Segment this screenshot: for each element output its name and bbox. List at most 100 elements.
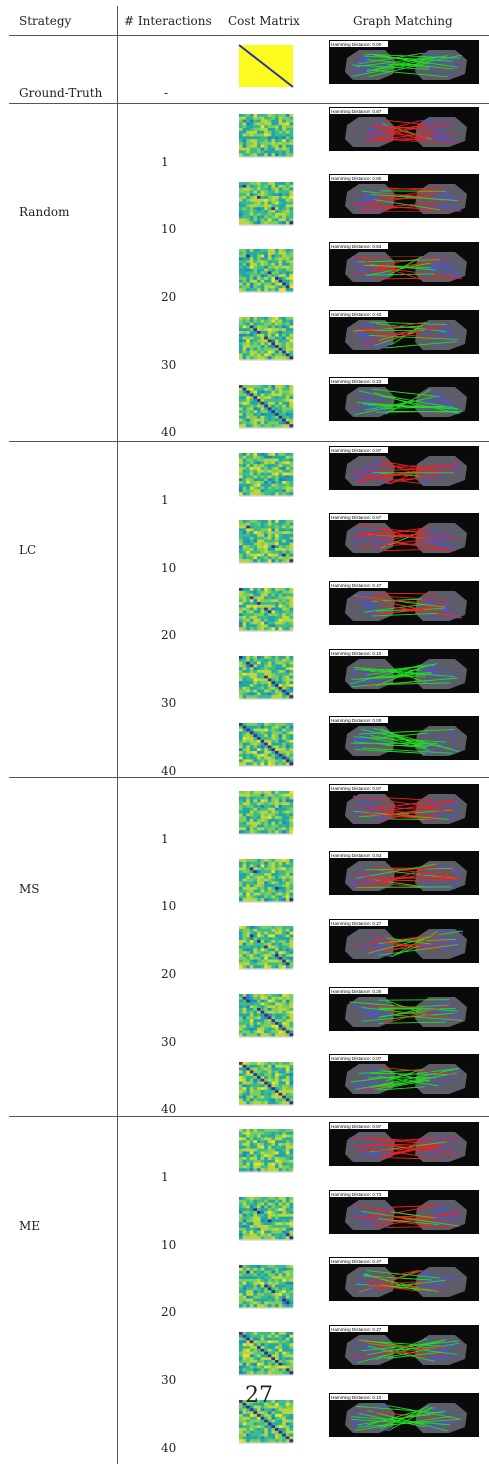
- hamming-distance-label: Hamming Distance: 0.20: [331, 989, 382, 994]
- header-cost-matrix: Cost Matrix: [228, 14, 300, 28]
- section-rule: [9, 777, 489, 778]
- graph-matching-image: Hamming Distance: 0.87: [329, 784, 479, 828]
- interactions-value: 10: [161, 899, 177, 913]
- hamming-distance-label: Hamming Distance: 0.87: [331, 786, 382, 791]
- cost-matrix-image: [236, 925, 294, 971]
- graph-matching-image: Hamming Distance: 0.73: [329, 1190, 479, 1234]
- graph-matching-image: Hamming Distance: 0.00: [329, 716, 479, 760]
- header-interactions: # Interactions: [124, 14, 212, 28]
- column-divider: [117, 6, 118, 1464]
- graph-matching-image: Hamming Distance: 0.67: [329, 513, 479, 557]
- interactions-value: 40: [161, 425, 177, 439]
- hamming-distance-label: Hamming Distance: 0.80: [331, 176, 382, 181]
- graph-matching-image: Hamming Distance: 0.87: [329, 107, 479, 151]
- hamming-distance-label: Hamming Distance: 0.43: [331, 312, 382, 317]
- hamming-distance-label: Hamming Distance: 0.87: [331, 109, 382, 114]
- cost-matrix-image: [236, 452, 294, 498]
- section-rule: [9, 441, 489, 442]
- graph-matching-image: Hamming Distance: 0.53: [329, 851, 479, 895]
- strategy-random: Random: [19, 205, 70, 219]
- interactions-value: 40: [161, 764, 177, 778]
- cost-matrix-image: [236, 587, 294, 633]
- cost-matrix-image: [236, 181, 294, 227]
- hamming-distance-label: Hamming Distance: 0.73: [331, 1192, 382, 1197]
- hamming-distance-label: Hamming Distance: 0.27: [331, 921, 382, 926]
- graph-matching-image: Hamming Distance: 0.47: [329, 581, 479, 625]
- cost-matrix-image: [236, 384, 294, 430]
- cost-matrix-image: [236, 113, 294, 159]
- interactions-value: 10: [161, 222, 177, 236]
- graph-matching-image: Hamming Distance: 0.20: [329, 987, 479, 1031]
- interactions-value: 10: [161, 561, 177, 575]
- graph-matching-ground-truth: Hamming Distance: 0.00: [329, 40, 479, 84]
- cost-matrix-ground-truth: [236, 44, 294, 90]
- graph-matching-image: Hamming Distance: 0.87: [329, 446, 479, 490]
- strategy-me: ME: [19, 1219, 41, 1233]
- interactions-value: 20: [161, 967, 177, 981]
- interactions-value: 20: [161, 290, 177, 304]
- interactions-value: 30: [161, 358, 177, 372]
- graph-matching-image: Hamming Distance: 0.63: [329, 242, 479, 286]
- graph-matching-image: Hamming Distance: 0.80: [329, 174, 479, 218]
- cost-matrix-image: [236, 519, 294, 565]
- graph-matching-image: Hamming Distance: 0.27: [329, 919, 479, 963]
- interactions-value: 20: [161, 628, 177, 642]
- graph-matching-image: Hamming Distance: 0.47: [329, 1257, 479, 1301]
- header-rule: [9, 35, 489, 36]
- graph-matching-image: Hamming Distance: 0.10: [329, 649, 479, 693]
- cost-matrix-image: [236, 1264, 294, 1310]
- graph-matching-image: Hamming Distance: 0.10: [329, 1393, 479, 1437]
- interactions-value: 10: [161, 1238, 177, 1252]
- hamming-distance-label: Hamming Distance: 0.00: [331, 718, 382, 723]
- page-number: 27: [245, 1383, 273, 1408]
- cost-matrix-image: [236, 1399, 294, 1445]
- header-graph-matching: Graph Matching: [353, 14, 453, 28]
- hamming-distance-label: Hamming Distance: 0.47: [331, 1259, 382, 1264]
- interactions-value: 20: [161, 1305, 177, 1319]
- interactions-value: 30: [161, 1373, 177, 1387]
- interactions-value: 1: [161, 832, 169, 846]
- interactions-value: 1: [161, 1170, 169, 1184]
- strategy-ground-truth: Ground-Truth: [19, 86, 103, 100]
- hamming-distance-label: Hamming Distance: 0.87: [331, 1124, 382, 1129]
- hamming-distance-label: Hamming Distance: 0.67: [331, 515, 382, 520]
- cost-matrix-image: [236, 722, 294, 768]
- hamming-distance-label: Hamming Distance: 0.07: [331, 1056, 382, 1061]
- cost-matrix-image: [236, 248, 294, 294]
- header-strategy: Strategy: [19, 14, 72, 28]
- hamming-distance-label: Hamming Distance: 0.87: [331, 448, 382, 453]
- graph-matching-image: Hamming Distance: 0.07: [329, 1054, 479, 1098]
- graph-matching-image: Hamming Distance: 0.87: [329, 1122, 479, 1166]
- cost-matrix-image: [236, 1331, 294, 1377]
- graph-matching-image: Hamming Distance: 0.23: [329, 377, 479, 421]
- strategy-ms: MS: [19, 882, 40, 896]
- interactions-value: 30: [161, 1035, 177, 1049]
- interactions-value: 1: [161, 493, 169, 507]
- hamming-distance-label: Hamming Distance: 0.53: [331, 853, 382, 858]
- interactions-value: 30: [161, 696, 177, 710]
- hamming-distance-label: Hamming Distance: 0.10: [331, 1395, 382, 1400]
- cost-matrix-image: [236, 1061, 294, 1107]
- hamming-distance-label: Hamming Distance: 0.00: [331, 42, 382, 47]
- graph-matching-image: Hamming Distance: 0.27: [329, 1325, 479, 1369]
- cost-matrix-image: [236, 790, 294, 836]
- cost-matrix-image: [236, 858, 294, 904]
- hamming-distance-label: Hamming Distance: 0.27: [331, 1327, 382, 1332]
- interactions-value: 40: [161, 1441, 177, 1455]
- section-rule: [9, 103, 489, 104]
- interactions-ground-truth: -: [164, 86, 169, 100]
- cost-matrix-image: [236, 316, 294, 362]
- hamming-distance-label: Hamming Distance: 0.63: [331, 244, 382, 249]
- interactions-value: 40: [161, 1102, 177, 1116]
- cost-matrix-image: [236, 655, 294, 701]
- interactions-value: 1: [161, 155, 169, 169]
- cost-matrix-image: [236, 1128, 294, 1174]
- cost-matrix-image: [236, 993, 294, 1039]
- hamming-distance-label: Hamming Distance: 0.10: [331, 651, 382, 656]
- section-rule: [9, 1116, 489, 1117]
- cost-matrix-image: [236, 1196, 294, 1242]
- hamming-distance-label: Hamming Distance: 0.23: [331, 379, 382, 384]
- strategy-lc: LC: [19, 543, 37, 557]
- graph-matching-image: Hamming Distance: 0.43: [329, 310, 479, 354]
- hamming-distance-label: Hamming Distance: 0.47: [331, 583, 382, 588]
